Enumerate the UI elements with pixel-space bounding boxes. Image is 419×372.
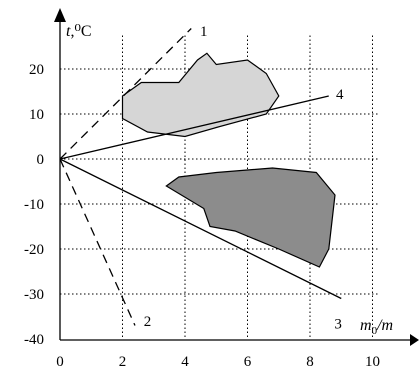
series-line-4 (59, 95, 329, 160)
x-axis-label: m0/m (360, 317, 393, 337)
y-tick-label: -10 (24, 197, 44, 213)
region-cold (165, 167, 336, 268)
lines (59, 28, 342, 326)
y-axis-arrow (54, 8, 66, 22)
line-labels: 1 2 3 4 (144, 24, 344, 333)
y-tick-label: -20 (24, 242, 44, 258)
x-tick-label: 10 (365, 354, 380, 370)
series-line-3 (59, 158, 342, 300)
y-axis-label: t,⁰C (66, 23, 92, 40)
line-label-2: 2 (144, 314, 152, 330)
x-tick-label: 2 (119, 354, 127, 370)
y-tick-label: 0 (37, 152, 45, 168)
region-warm (121, 52, 280, 138)
y-tick-label: 20 (29, 62, 44, 78)
x-axis-arrow (410, 334, 419, 346)
y-tick-label: -30 (24, 287, 44, 303)
line-label-4: 4 (336, 87, 344, 103)
axes (54, 8, 419, 346)
line-label-3: 3 (334, 316, 342, 332)
tick-labels: 20 10 0 -10 -20 -30 -40 0 2 4 6 8 10 (24, 62, 380, 370)
regions (121, 52, 336, 268)
y-tick-label: 10 (29, 107, 44, 123)
x-tick-label: 8 (306, 354, 314, 370)
x-tick-label: 6 (244, 354, 252, 370)
series-line-1 (59, 28, 192, 160)
y-tick-label: -40 (24, 332, 44, 348)
series-line-2 (59, 158, 136, 326)
x-tick-label: 0 (56, 354, 64, 370)
x-tick-label: 4 (181, 354, 189, 370)
line-label-1: 1 (200, 24, 208, 40)
